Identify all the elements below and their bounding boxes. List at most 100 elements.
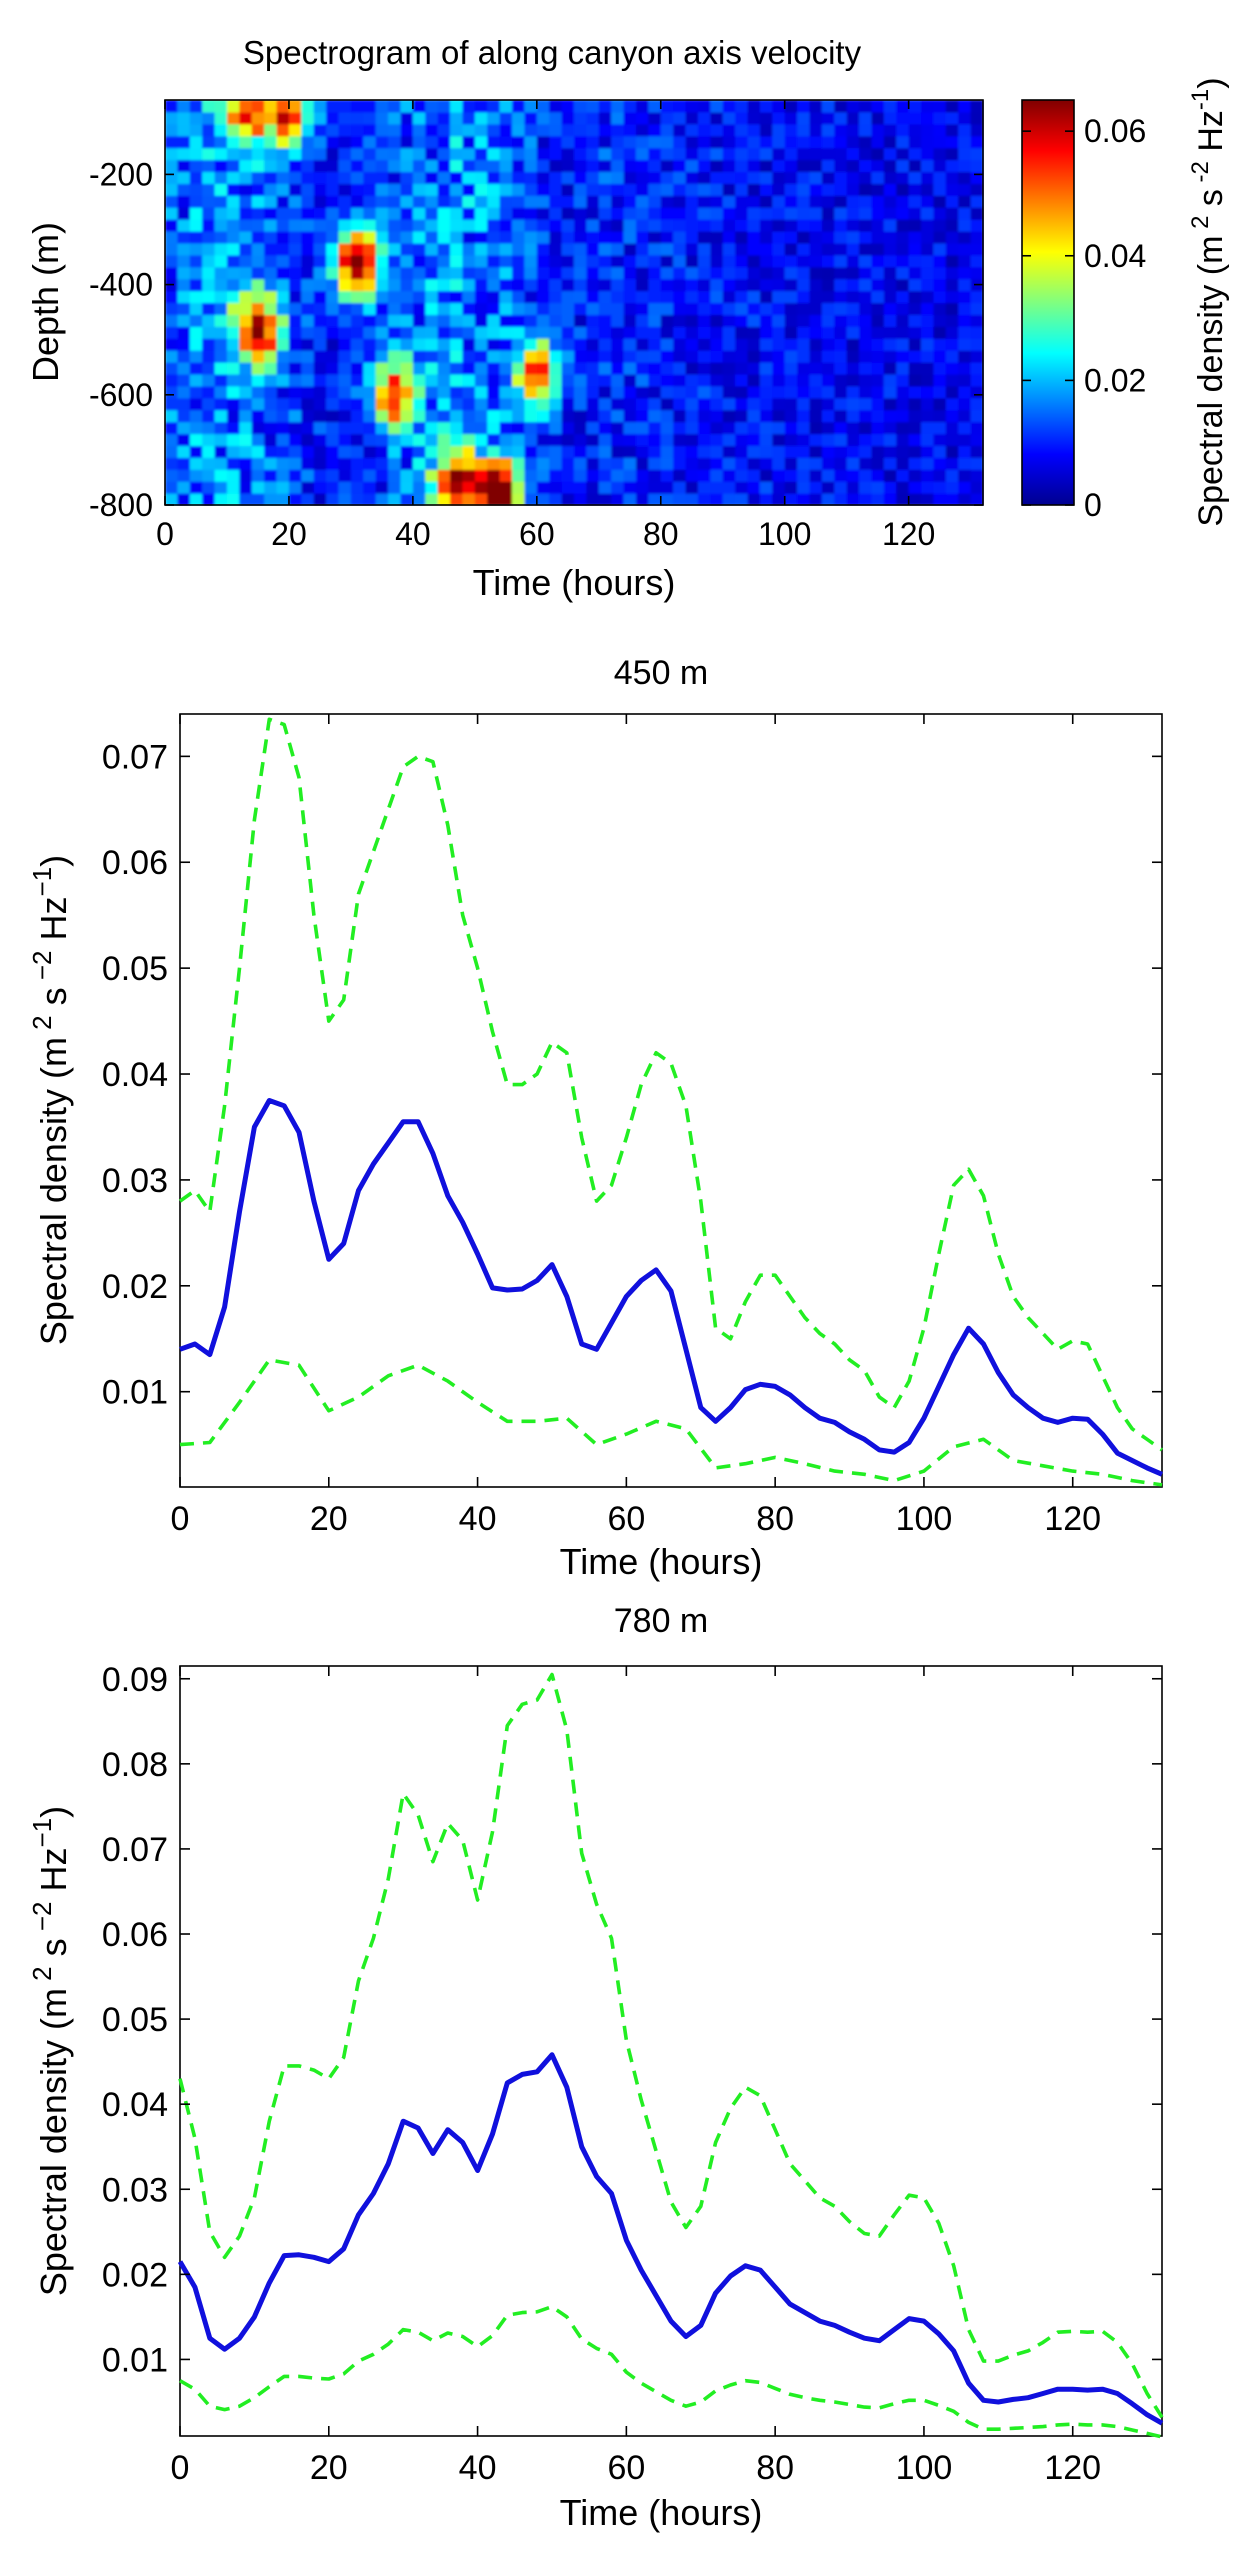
heatmap-cell — [611, 135, 625, 149]
heatmap-cell — [400, 219, 414, 232]
heatmap-cell — [697, 314, 711, 327]
heatmap-cell — [499, 433, 513, 447]
heatmap-cell — [301, 242, 315, 256]
heatmap-cell — [487, 195, 501, 208]
heatmap-cell — [908, 231, 922, 244]
heatmap-cell — [921, 338, 935, 351]
heatmap-cell — [933, 350, 947, 363]
heatmap-cell — [846, 159, 860, 173]
heatmap-cell — [598, 385, 612, 399]
heatmap-cell — [375, 135, 389, 149]
heatmap-cell — [772, 433, 786, 447]
heatmap-cell — [487, 326, 501, 339]
heatmap-cell — [933, 171, 947, 184]
heatmap-cell — [202, 469, 216, 482]
heatmap-cell — [499, 171, 513, 184]
heatmap-cell — [945, 362, 959, 375]
heatmap-cell — [363, 421, 377, 435]
heatmap-cell — [487, 409, 501, 423]
heatmap-cell — [226, 302, 240, 316]
heatmap-cell — [586, 290, 600, 304]
heatmap-cell — [524, 135, 538, 149]
heatmap-cell — [450, 135, 464, 149]
heatmap-cell — [945, 314, 959, 327]
heatmap-cell — [958, 326, 972, 339]
heatmap-cell — [251, 195, 265, 208]
heatmap-cell — [561, 171, 575, 184]
heatmap-cell — [350, 123, 364, 137]
heatmap-cell — [338, 123, 352, 137]
heatmap-cell — [437, 278, 451, 292]
heatmap-cell — [958, 481, 972, 494]
heatmap-cell — [660, 326, 674, 339]
heatmap-cell — [710, 254, 724, 268]
heatmap-cell — [313, 409, 327, 423]
heatmap-cell — [809, 326, 823, 339]
heatmap-cell — [350, 362, 364, 375]
heatmap-cell — [301, 338, 315, 351]
heatmap-cell — [412, 242, 426, 256]
heatmap-cell — [598, 338, 612, 351]
panel-450m-x-label: Time (hours) — [560, 1541, 763, 1582]
heatmap-cell — [239, 111, 253, 125]
heatmap-cell — [202, 231, 216, 244]
heatmap-cell — [239, 195, 253, 208]
heatmap-cell — [673, 219, 687, 232]
heatmap-cell — [264, 147, 278, 161]
heatmap-cell — [673, 147, 687, 161]
heatmap-cell — [226, 469, 240, 482]
heatmap-cell — [363, 147, 377, 161]
heatmap-cell — [809, 183, 823, 196]
heatmap-cell — [834, 362, 848, 375]
heatmap-cell — [710, 457, 724, 470]
heatmap-cell — [462, 278, 476, 292]
heatmap-cell — [958, 159, 972, 173]
heatmap-cell — [921, 457, 935, 470]
heatmap-cell — [784, 421, 798, 435]
heatmap-cell — [660, 350, 674, 363]
confidence-bound-line — [179, 1358, 1163, 1487]
heatmap-cell — [251, 362, 265, 375]
heatmap-cell — [598, 350, 612, 363]
heatmap-cell — [499, 278, 513, 292]
heatmap-cell — [214, 207, 228, 220]
heatmap-cell — [350, 147, 364, 161]
heatmap-cell — [226, 457, 240, 470]
heatmap-cell — [735, 350, 749, 363]
heatmap-cell — [735, 326, 749, 339]
heatmap-cell — [462, 135, 476, 149]
heatmap-cell — [549, 195, 563, 208]
heatmap-cell — [722, 409, 736, 423]
heatmap-cell — [958, 338, 972, 351]
heatmap-cell — [350, 100, 364, 113]
heatmap-cell — [648, 445, 662, 458]
heatmap-cell — [450, 254, 464, 268]
heatmap-cell — [412, 111, 426, 125]
heatmap-cell — [499, 469, 513, 482]
heatmap-cell — [412, 445, 426, 458]
heatmap-cell — [883, 469, 897, 482]
heatmap-cell — [871, 397, 885, 411]
heatmap-cell — [883, 100, 897, 113]
heatmap-cell — [239, 457, 253, 470]
heatmap-cell — [202, 123, 216, 137]
heatmap-cell — [908, 302, 922, 316]
heatmap-cell — [611, 385, 625, 399]
heatmap-cell — [450, 362, 464, 375]
heatmap-cell — [276, 397, 290, 411]
heatmap-cell — [400, 266, 414, 280]
heatmap-cell — [908, 350, 922, 363]
heatmap-cell — [400, 326, 414, 339]
heatmap-cell — [846, 469, 860, 482]
heatmap-cell — [276, 385, 290, 399]
heatmap-cell — [388, 385, 402, 399]
heatmap-cell — [896, 373, 910, 387]
heatmap-cell — [239, 397, 253, 411]
heatmap-cell — [660, 433, 674, 447]
heatmap-cell — [524, 469, 538, 482]
heatmap-cell — [958, 266, 972, 280]
heatmap-cell — [598, 373, 612, 387]
heatmap-cell — [846, 100, 860, 113]
heatmap-cell — [660, 111, 674, 125]
heatmap-cell — [784, 350, 798, 363]
